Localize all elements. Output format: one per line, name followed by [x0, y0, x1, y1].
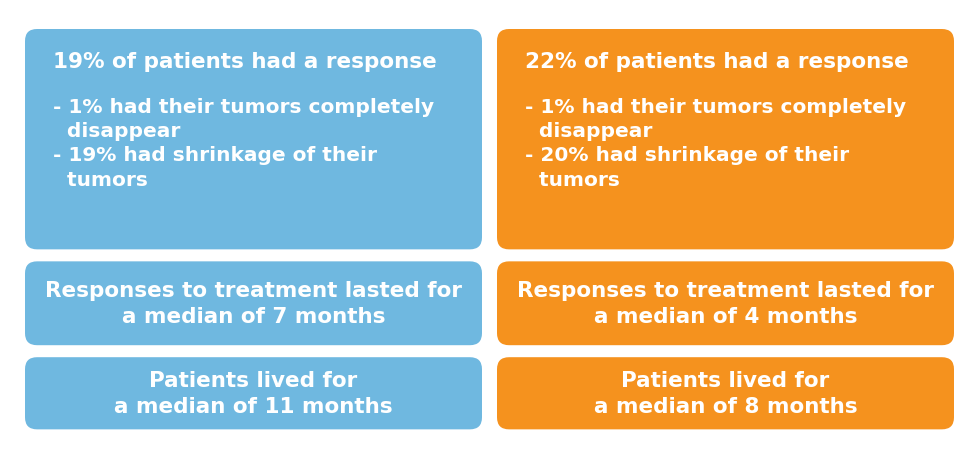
Text: 19% of patients had a response: 19% of patients had a response [53, 52, 436, 72]
FancyBboxPatch shape [497, 30, 953, 250]
Text: Patients lived for
a median of 11 months: Patients lived for a median of 11 months [114, 371, 392, 416]
Text: - 1% had their tumors completely
  disappear
- 19% had shrinkage of their
  tumo: - 1% had their tumors completely disappe… [53, 98, 433, 189]
Text: Responses to treatment lasted for
a median of 7 months: Responses to treatment lasted for a medi… [45, 281, 462, 326]
Text: 22% of patients had a response: 22% of patients had a response [524, 52, 908, 72]
Text: Patients lived for
a median of 8 months: Patients lived for a median of 8 months [593, 371, 857, 416]
Text: Responses to treatment lasted for
a median of 4 months: Responses to treatment lasted for a medi… [516, 281, 933, 326]
FancyBboxPatch shape [25, 30, 481, 250]
FancyBboxPatch shape [25, 262, 481, 345]
FancyBboxPatch shape [497, 262, 953, 345]
FancyBboxPatch shape [25, 357, 481, 429]
Text: - 1% had their tumors completely
  disappear
- 20% had shrinkage of their
  tumo: - 1% had their tumors completely disappe… [524, 98, 906, 189]
FancyBboxPatch shape [497, 357, 953, 429]
